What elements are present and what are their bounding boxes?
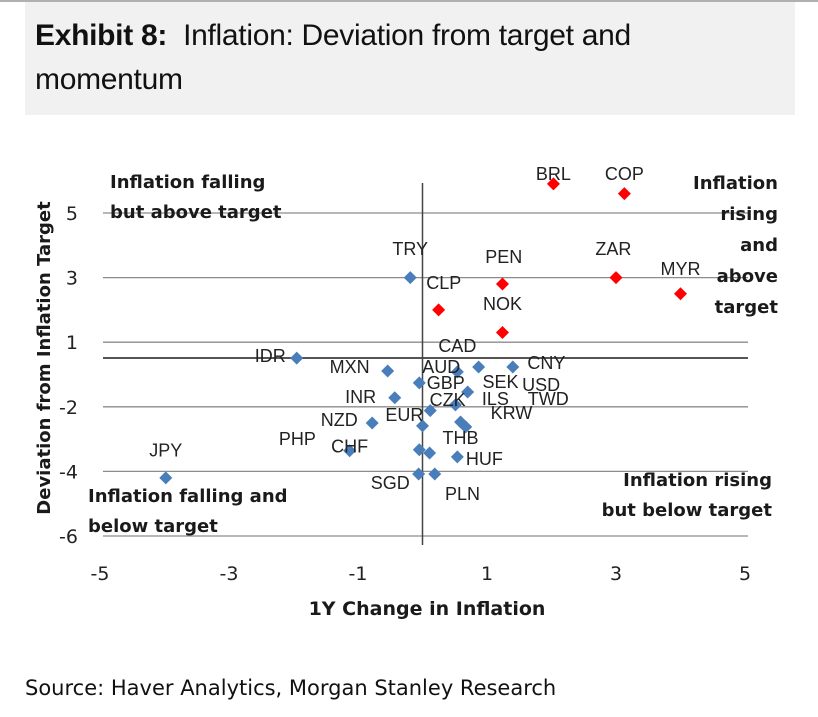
point-label: ZAR (595, 239, 631, 259)
data-point (674, 287, 687, 301)
point-label: HUF (466, 449, 503, 469)
quadrant-text: Inflation falling (110, 172, 266, 193)
point-label: CNY (527, 353, 565, 373)
point-label: PEN (485, 247, 522, 267)
point-label: NZD (321, 410, 358, 430)
point-label: BRL (536, 164, 571, 184)
x-tick-label: -3 (220, 563, 239, 585)
point-label: CHF (331, 437, 368, 457)
y-tick-label: -6 (59, 526, 78, 548)
point-label: ILS (482, 389, 509, 409)
data-point (290, 351, 304, 365)
quadrant-label-bottom-right: Inflation rising but below target (602, 466, 772, 526)
data-point (428, 467, 442, 481)
point-label: SEK (483, 372, 519, 392)
quadrant-text: and (740, 235, 778, 256)
point-label: PHP (279, 429, 316, 449)
data-point (159, 471, 173, 485)
data-point (495, 277, 509, 291)
point-label: THB (443, 428, 479, 448)
x-axis-title: 1Y Change in Inflation (309, 598, 546, 620)
exhibit-header: Exhibit 8: Inflation: Deviation from tar… (25, 2, 795, 115)
data-point (432, 303, 446, 317)
data-point (495, 326, 509, 340)
point-label: EUR (385, 405, 423, 425)
point-label: TRY (392, 239, 428, 259)
y-tick-label: 5 (66, 203, 78, 225)
data-point (450, 365, 464, 379)
data-point (450, 450, 464, 464)
exhibit-title: Exhibit 8: Inflation: Deviation from tar… (35, 14, 775, 102)
quadrant-text: target (714, 297, 778, 318)
point-label: CAD (438, 336, 476, 356)
point-label: NOK (483, 294, 522, 314)
y-tick-label: 3 (66, 268, 78, 290)
point-label: INR (345, 387, 376, 407)
top-border (0, 0, 818, 2)
data-point (546, 177, 560, 191)
y-axis-title: Deviation from Inflation Target (34, 201, 55, 515)
point-label: CZK (430, 390, 466, 410)
data-point (461, 385, 475, 399)
data-point (381, 364, 395, 378)
data-point (472, 360, 486, 374)
y-tick-label: -2 (59, 397, 78, 419)
x-tick-label: 3 (610, 563, 622, 585)
data-point (365, 416, 379, 430)
point-label: COP (605, 164, 644, 184)
data-point (617, 187, 631, 201)
x-tick-label: -5 (91, 563, 110, 585)
point-label: MXN (330, 357, 370, 377)
data-point (423, 404, 437, 418)
point-label: USD (522, 375, 560, 395)
data-point (412, 443, 426, 457)
point-label: CLP (426, 273, 461, 293)
point-label: TWD (528, 389, 569, 409)
quadrant-text: Inflation rising (623, 470, 772, 491)
data-point (609, 271, 623, 285)
data-point (412, 376, 426, 390)
quadrant-text: but above target (110, 202, 282, 223)
source-note: Source: Haver Analytics, Morgan Stanley … (25, 676, 557, 700)
point-label: MYR (661, 259, 701, 279)
point-label: GBP (427, 373, 465, 393)
quadrant-text: Inflation falling and (88, 486, 288, 507)
quadrant-text: rising (720, 204, 778, 225)
quadrant-text: above (716, 266, 778, 287)
y-tick-label: 1 (66, 332, 78, 354)
x-tick-label: 5 (739, 563, 751, 585)
point-label: SGD (371, 473, 410, 493)
x-tick-label: 1 (481, 563, 493, 585)
data-point (343, 444, 357, 458)
data-point (459, 420, 473, 434)
point-label: PLN (445, 484, 480, 504)
data-point (448, 398, 462, 412)
data-point (423, 446, 437, 460)
quadrant-label-bottom-left: Inflation falling and below target (88, 482, 288, 542)
x-tick-label: -1 (349, 563, 368, 585)
quadrant-label-top-left: Inflation falling but above target (110, 168, 282, 228)
exhibit-title-text: Inflation: Deviation from target and mom… (35, 19, 631, 96)
exhibit-number: Exhibit 8: (35, 19, 168, 52)
data-point (506, 360, 520, 374)
data-point (412, 467, 426, 481)
point-label: AUD (422, 357, 460, 377)
quadrant-label-top-right: Inflation rising and above target (693, 168, 778, 323)
point-label: JPY (149, 440, 182, 460)
quadrant-text: below target (88, 516, 218, 537)
point-label: KRW (491, 403, 533, 423)
data-point (403, 271, 417, 285)
quadrant-text: Inflation (693, 173, 778, 194)
data-point (416, 419, 429, 433)
quadrant-text: but below target (601, 500, 772, 521)
y-tick-label: -4 (59, 461, 78, 483)
data-point (388, 391, 402, 405)
point-label: IDR (255, 346, 286, 366)
